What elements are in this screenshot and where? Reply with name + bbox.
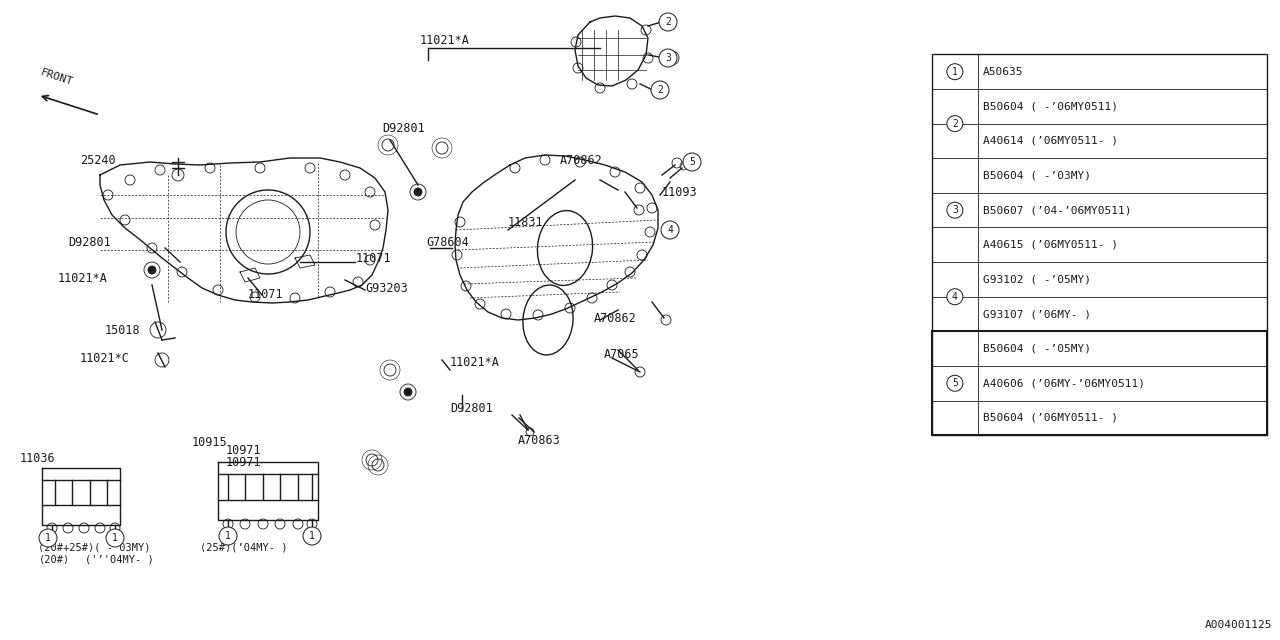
Text: 1: 1 — [952, 67, 957, 77]
Text: A7065: A7065 — [604, 349, 640, 362]
Text: A70862: A70862 — [561, 154, 603, 166]
Circle shape — [684, 153, 701, 171]
Circle shape — [106, 529, 124, 547]
Text: 11071: 11071 — [248, 289, 284, 301]
Text: 10971: 10971 — [227, 456, 261, 468]
Text: ⟨25#⟩(’04MY- ): ⟨25#⟩(’04MY- ) — [200, 543, 288, 553]
Text: 2: 2 — [657, 85, 663, 95]
Text: G93107 (’06MY- ): G93107 (’06MY- ) — [983, 309, 1091, 319]
Text: 1: 1 — [308, 531, 315, 541]
Text: 11021*A: 11021*A — [420, 33, 470, 47]
Circle shape — [404, 388, 412, 396]
Circle shape — [303, 527, 321, 545]
Circle shape — [660, 221, 678, 239]
Text: G93203: G93203 — [365, 282, 408, 294]
Text: D92801: D92801 — [68, 236, 111, 248]
Text: B50604 ( -’06MY0511): B50604 ( -’06MY0511) — [983, 101, 1117, 111]
Text: A40606 (’06MY-’06MY0511): A40606 (’06MY-’06MY0511) — [983, 378, 1144, 388]
Circle shape — [947, 202, 963, 218]
Text: 3: 3 — [952, 205, 957, 215]
Bar — [932, 332, 1267, 435]
Circle shape — [947, 116, 963, 132]
Text: 5: 5 — [952, 378, 957, 388]
Text: B50604 (’06MY0511- ): B50604 (’06MY0511- ) — [983, 413, 1117, 423]
Circle shape — [219, 527, 237, 545]
Text: A40614 (’06MY0511- ): A40614 (’06MY0511- ) — [983, 136, 1117, 146]
Text: B50604 ( -’03MY): B50604 ( -’03MY) — [983, 171, 1091, 180]
Bar — [932, 54, 1267, 435]
Text: 10915: 10915 — [192, 435, 228, 449]
Text: ⟨20#+25#⟩( -’03MY): ⟨20#+25#⟩( -’03MY) — [38, 543, 151, 553]
Text: 5: 5 — [689, 157, 695, 167]
Circle shape — [652, 81, 669, 99]
Text: 2: 2 — [952, 118, 957, 129]
Text: G93102 ( -’05MY): G93102 ( -’05MY) — [983, 275, 1091, 284]
Text: 3: 3 — [666, 53, 671, 63]
Text: A50635: A50635 — [983, 67, 1024, 77]
Circle shape — [413, 188, 422, 196]
Text: A004001125: A004001125 — [1204, 620, 1272, 630]
Text: 11021*A: 11021*A — [58, 271, 108, 285]
Text: 10971: 10971 — [227, 444, 261, 456]
Text: D92801: D92801 — [381, 122, 425, 134]
Text: 11021*C: 11021*C — [79, 351, 129, 365]
Text: G78604: G78604 — [426, 236, 468, 248]
Text: D92801: D92801 — [451, 401, 493, 415]
Text: 11831: 11831 — [508, 216, 544, 228]
Circle shape — [659, 13, 677, 31]
Circle shape — [947, 289, 963, 305]
Text: ⟨20#⟩: ⟨20#⟩ — [38, 555, 69, 565]
Text: 2: 2 — [666, 17, 671, 27]
Text: 1: 1 — [225, 531, 230, 541]
Text: A70862: A70862 — [594, 312, 636, 324]
Text: 11036: 11036 — [20, 451, 55, 465]
Circle shape — [38, 529, 58, 547]
Text: A40615 (’06MY0511- ): A40615 (’06MY0511- ) — [983, 240, 1117, 250]
Text: ('’'04MY- ): ('’'04MY- ) — [84, 555, 154, 565]
Text: 1: 1 — [113, 533, 118, 543]
Circle shape — [947, 375, 963, 391]
Text: FRONT: FRONT — [38, 67, 74, 87]
Circle shape — [148, 266, 156, 274]
Text: B50607 (’04-’06MY0511): B50607 (’04-’06MY0511) — [983, 205, 1132, 215]
Text: 15018: 15018 — [105, 323, 141, 337]
Text: 11021*A: 11021*A — [451, 355, 500, 369]
Text: A70863: A70863 — [518, 433, 561, 447]
Text: 4: 4 — [667, 225, 673, 235]
Text: 11093: 11093 — [662, 186, 698, 198]
Text: 11071: 11071 — [356, 252, 392, 264]
Circle shape — [659, 49, 677, 67]
Circle shape — [947, 64, 963, 80]
Text: B50604 ( -’05MY): B50604 ( -’05MY) — [983, 344, 1091, 354]
Text: 4: 4 — [952, 292, 957, 301]
Text: 25240: 25240 — [79, 154, 115, 166]
Text: 1: 1 — [45, 533, 51, 543]
